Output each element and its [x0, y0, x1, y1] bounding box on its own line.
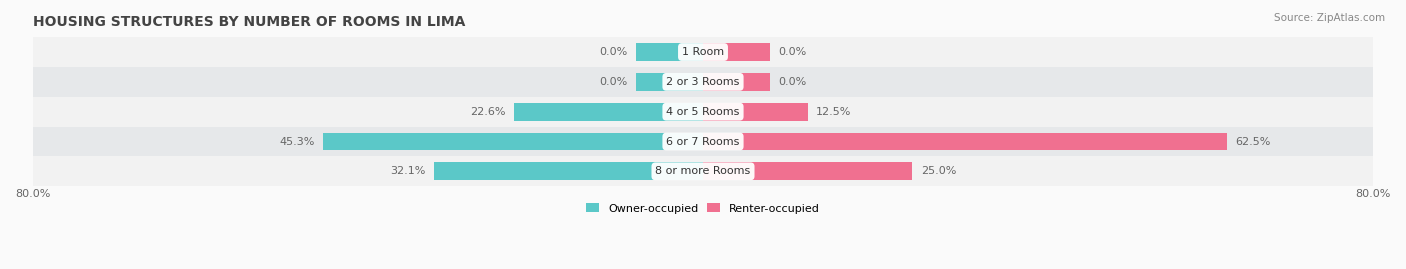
Bar — [703, 73, 770, 91]
Text: 8 or more Rooms: 8 or more Rooms — [655, 166, 751, 176]
Text: 0.0%: 0.0% — [779, 47, 807, 57]
Bar — [32, 97, 1374, 127]
Text: 12.5%: 12.5% — [815, 107, 852, 117]
Text: 32.1%: 32.1% — [391, 166, 426, 176]
Bar — [32, 67, 1374, 97]
Bar — [323, 133, 703, 150]
Bar — [32, 157, 1374, 186]
Text: 0.0%: 0.0% — [779, 77, 807, 87]
Bar — [703, 43, 770, 61]
Bar — [32, 127, 1374, 157]
Text: 25.0%: 25.0% — [921, 166, 956, 176]
Text: Source: ZipAtlas.com: Source: ZipAtlas.com — [1274, 13, 1385, 23]
Text: 0.0%: 0.0% — [599, 77, 627, 87]
Bar — [434, 162, 703, 180]
Text: HOUSING STRUCTURES BY NUMBER OF ROOMS IN LIMA: HOUSING STRUCTURES BY NUMBER OF ROOMS IN… — [32, 15, 465, 29]
Bar — [636, 73, 703, 91]
Text: 6 or 7 Rooms: 6 or 7 Rooms — [666, 136, 740, 147]
Text: 45.3%: 45.3% — [280, 136, 315, 147]
Legend: Owner-occupied, Renter-occupied: Owner-occupied, Renter-occupied — [581, 199, 825, 218]
Bar — [636, 43, 703, 61]
Text: 22.6%: 22.6% — [470, 107, 505, 117]
Bar — [703, 162, 912, 180]
Bar — [513, 103, 703, 121]
Text: 0.0%: 0.0% — [599, 47, 627, 57]
Text: 4 or 5 Rooms: 4 or 5 Rooms — [666, 107, 740, 117]
Text: 1 Room: 1 Room — [682, 47, 724, 57]
Bar — [703, 133, 1226, 150]
Text: 62.5%: 62.5% — [1234, 136, 1271, 147]
Bar — [703, 103, 807, 121]
Text: 2 or 3 Rooms: 2 or 3 Rooms — [666, 77, 740, 87]
Bar — [32, 37, 1374, 67]
